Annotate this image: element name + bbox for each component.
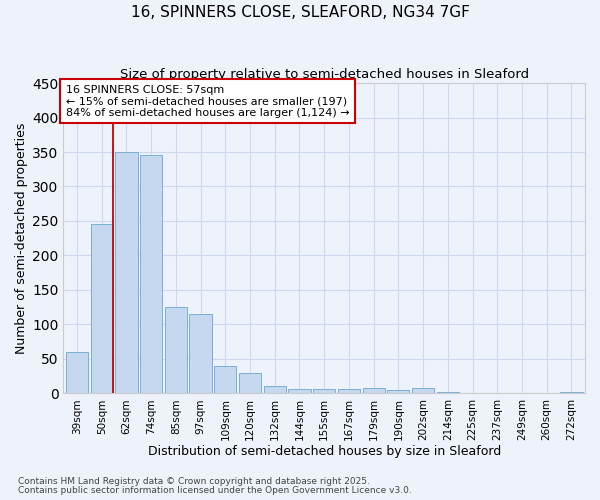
Bar [313,388,335,394]
Bar [289,389,311,394]
Bar [214,366,236,394]
Text: 16, SPINNERS CLOSE, SLEAFORD, NG34 7GF: 16, SPINNERS CLOSE, SLEAFORD, NG34 7GF [131,5,469,20]
Bar [140,156,162,394]
Bar [362,388,385,394]
Bar [115,152,137,394]
Bar [263,386,286,394]
Bar [536,392,558,394]
Bar [511,392,533,394]
Bar [165,307,187,394]
Text: Contains public sector information licensed under the Open Government Licence v3: Contains public sector information licen… [18,486,412,495]
Bar [412,388,434,394]
Bar [338,388,360,394]
Text: Contains HM Land Registry data © Crown copyright and database right 2025.: Contains HM Land Registry data © Crown c… [18,477,370,486]
X-axis label: Distribution of semi-detached houses by size in Sleaford: Distribution of semi-detached houses by … [148,444,501,458]
Bar [66,352,88,394]
Bar [239,372,261,394]
Title: Size of property relative to semi-detached houses in Sleaford: Size of property relative to semi-detach… [119,68,529,80]
Y-axis label: Number of semi-detached properties: Number of semi-detached properties [15,122,28,354]
Bar [461,392,484,394]
Bar [190,314,212,394]
Bar [437,392,459,394]
Bar [387,390,409,394]
Text: 16 SPINNERS CLOSE: 57sqm
← 15% of semi-detached houses are smaller (197)
84% of : 16 SPINNERS CLOSE: 57sqm ← 15% of semi-d… [66,84,350,118]
Bar [91,224,113,394]
Bar [560,392,583,394]
Bar [486,392,508,394]
